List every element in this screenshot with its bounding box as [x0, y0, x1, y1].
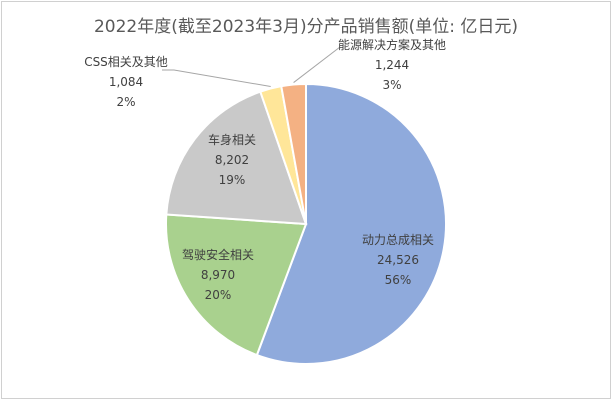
slice-label-value-3: 1,084	[109, 75, 143, 89]
slice-label-name-0: 动力总成相关	[362, 233, 434, 247]
slice-1	[165, 213, 308, 357]
slice-label-percent-0: 56%	[385, 273, 412, 287]
slice-label-value-4: 1,244	[375, 58, 409, 72]
slice-label-name-3: CSS相关及其他	[84, 55, 168, 69]
chart-title: 2022年度(截至2023年3月)分产品销售额(单位: 亿日元)	[93, 17, 518, 37]
slice-label-name-4: 能源解决方案及其他	[338, 37, 446, 52]
slice-label-value-0: 24,526	[377, 253, 419, 267]
slice-label-percent-3: 2%	[116, 95, 135, 109]
slice-label-percent-4: 3%	[382, 78, 401, 92]
data-labels: 动力总成相关 24,526 56% 驾驶安全相关 8,970 20% 车身相关 8,202 19…	[84, 37, 446, 302]
leader-lines	[162, 46, 341, 88]
slice-label-name-1: 驾驶安全相关	[182, 247, 254, 262]
leader-line-3	[162, 69, 271, 88]
slice-label-value-1: 8,970	[201, 268, 235, 282]
slice-label-percent-2: 19%	[219, 173, 246, 187]
slice-0	[255, 82, 447, 365]
pie-slices	[165, 82, 447, 365]
slice-4	[280, 82, 307, 225]
leader-line-4	[293, 46, 341, 83]
slice-label-value-2: 8,202	[215, 153, 249, 167]
slice-label-percent-1: 20%	[205, 288, 232, 302]
slice-label-name-2: 车身相关	[208, 132, 256, 147]
